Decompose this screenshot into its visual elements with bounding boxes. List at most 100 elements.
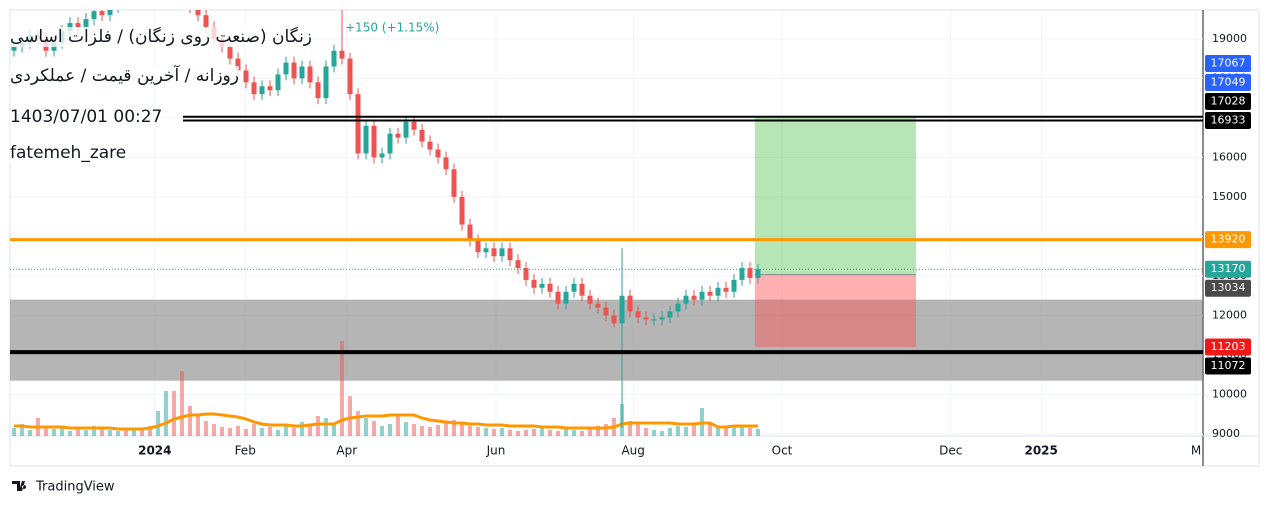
volume-bar — [556, 431, 560, 436]
volume-bar — [644, 428, 648, 436]
volume-bar — [452, 420, 456, 436]
candle-body — [667, 311, 673, 318]
price-label: 17067 — [1211, 57, 1246, 70]
brand: TradingView — [35, 480, 115, 495]
candle-body — [331, 50, 337, 67]
candle-body — [371, 125, 377, 158]
volume-bar — [188, 406, 192, 436]
volume-bar — [444, 422, 448, 436]
chart-frame — [9, 9, 1260, 467]
candle-body — [579, 283, 585, 296]
volume-bar — [508, 430, 512, 436]
volume-bar — [60, 427, 64, 436]
candle-body — [531, 279, 537, 288]
price-label: 17049 — [1211, 76, 1246, 89]
volume-bar — [20, 424, 24, 436]
volume-bar — [660, 431, 664, 436]
candle-body — [156, 0, 161, 3]
price-label-bg — [1205, 93, 1251, 111]
x-tick-label: Apr — [336, 444, 357, 458]
candle-body — [411, 121, 417, 130]
volume-bar — [476, 427, 480, 436]
volume-bar — [148, 426, 152, 436]
candle-body — [707, 291, 713, 296]
volume-bar — [332, 424, 336, 436]
candle-body — [619, 295, 625, 324]
volume-bar — [348, 396, 352, 436]
volume-bar — [380, 426, 384, 436]
volume-bar — [484, 428, 488, 436]
volume-bar — [372, 421, 376, 436]
price-label-bg — [1205, 338, 1251, 356]
volume-bar — [356, 411, 360, 436]
y-tick-label: 19000 — [1212, 32, 1247, 45]
volume-bar — [300, 422, 304, 436]
candle-body — [259, 86, 265, 95]
candle-body — [363, 125, 369, 154]
candle-body — [99, 11, 105, 16]
snapshot-date: 1403/07/01 00:27 — [10, 107, 163, 127]
candle-body — [611, 315, 617, 324]
brand-logo: TradingView — [12, 480, 115, 495]
profit-zone — [754, 115, 916, 275]
volume-bar — [540, 428, 544, 436]
volume-bar — [156, 411, 160, 436]
candle-body — [395, 133, 401, 138]
candle-body — [379, 153, 385, 158]
y-tick-label: 16000 — [1212, 150, 1247, 163]
candle-body — [755, 269, 761, 278]
axes: 9000100001100012000130001400015000160001… — [138, 32, 1251, 458]
volume-bar — [572, 430, 576, 436]
volume-bar — [364, 418, 368, 436]
candle-body — [307, 66, 313, 83]
price-label-bg — [1205, 279, 1251, 297]
x-tick-label: Jun — [486, 444, 506, 458]
candle-body — [523, 268, 529, 280]
volume-bar — [108, 430, 112, 436]
volume-bar — [500, 428, 504, 436]
candle-body — [387, 133, 393, 154]
candle-body — [188, 0, 193, 7]
candle-body — [715, 287, 721, 296]
price-label-bg — [1205, 55, 1251, 73]
volume-bar — [244, 429, 248, 436]
candle-body — [267, 86, 273, 91]
volume-bar — [596, 426, 600, 436]
price-label: 17028 — [1211, 95, 1246, 108]
candle-body — [731, 279, 737, 292]
candle-body — [132, 0, 137, 3]
candle-body — [539, 283, 545, 288]
volume-bar — [636, 424, 640, 436]
candle-body — [195, 10, 201, 16]
volume-bar — [436, 425, 440, 436]
price-label: 13170 — [1211, 262, 1246, 275]
volume-bar — [132, 429, 136, 436]
volume-bar — [68, 431, 72, 436]
volume-bar — [580, 431, 584, 436]
volume-bar — [588, 428, 592, 436]
volume-bar — [212, 424, 216, 436]
candle-body — [507, 248, 513, 261]
candle-body — [595, 303, 601, 308]
candle-body — [203, 15, 209, 27]
candle-body — [355, 94, 361, 154]
volume-bar — [492, 429, 496, 436]
candle-body — [91, 11, 97, 20]
volume-bar — [204, 421, 208, 436]
volume-bar — [164, 391, 168, 436]
candle-body — [747, 268, 753, 278]
volume-bar — [732, 427, 736, 436]
volume-bar — [116, 431, 120, 436]
volume-bar — [140, 430, 144, 436]
volume-bar — [652, 430, 656, 436]
volume-bar — [468, 426, 472, 436]
candle-body — [491, 248, 497, 257]
candle-body — [67, 23, 73, 31]
candle-body — [339, 50, 345, 59]
volume-bar — [276, 430, 280, 436]
candle-body — [739, 268, 745, 280]
volume-bar — [284, 426, 288, 436]
volume-bar — [268, 427, 272, 436]
volume-bar — [196, 416, 200, 436]
x-tick-label: Dec — [939, 444, 962, 458]
